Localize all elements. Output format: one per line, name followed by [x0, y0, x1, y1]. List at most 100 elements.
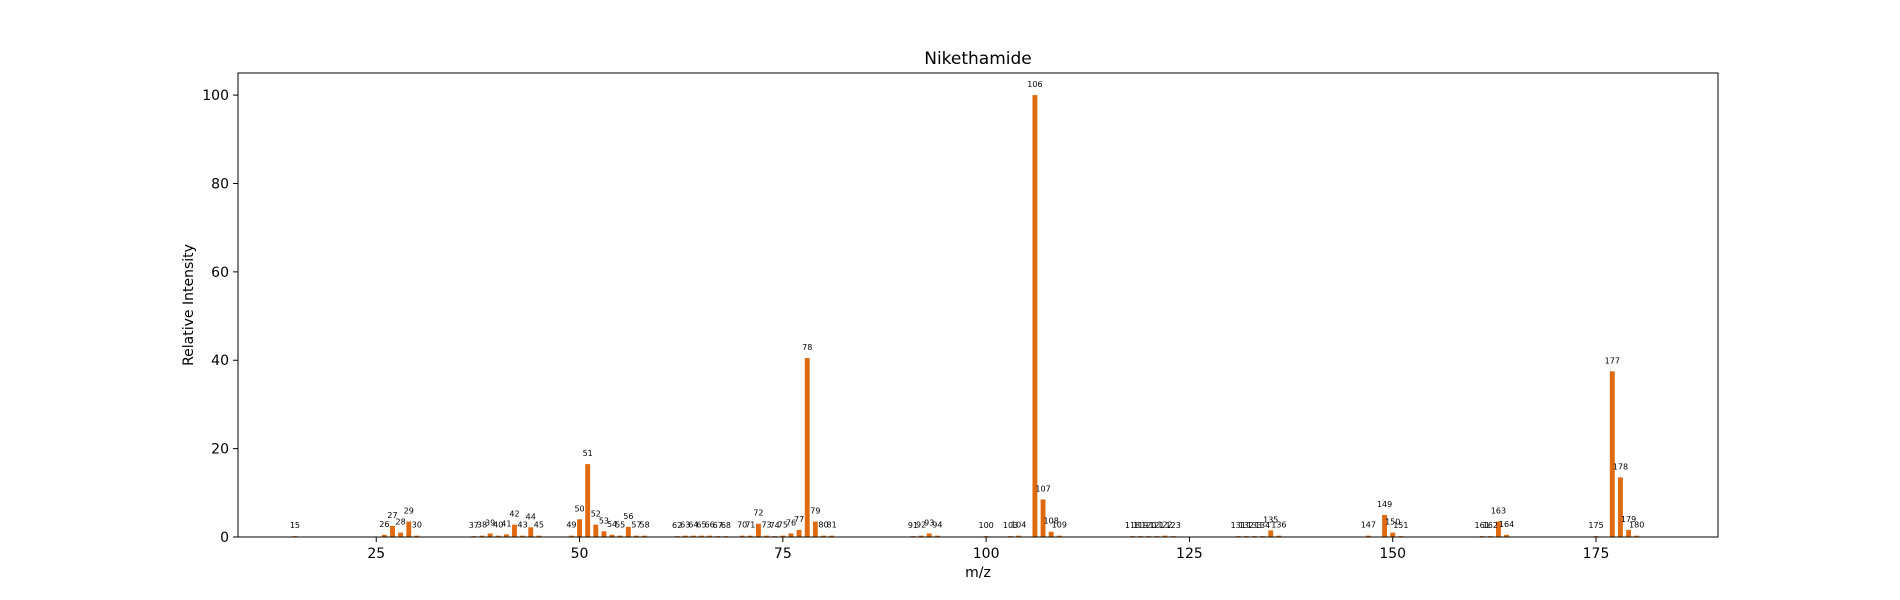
bar-mz-136 — [1276, 535, 1282, 537]
bar-mz-53 — [601, 531, 607, 537]
bar-mz-38 — [479, 535, 485, 537]
bar-label-mz-93: 93 — [924, 518, 934, 527]
bar-mz-122 — [1162, 535, 1168, 537]
bar-label-mz-52: 52 — [591, 510, 601, 519]
bar-label-mz-161: 161 — [1475, 521, 1490, 530]
bar-label-mz-58: 58 — [639, 521, 649, 530]
bar-label-mz-27: 27 — [387, 511, 397, 520]
bar-label-mz-79: 79 — [810, 507, 820, 516]
bar-label-mz-41: 41 — [501, 519, 511, 528]
bar-label-mz-103: 103 — [1003, 521, 1018, 530]
bar-mz-72 — [756, 523, 761, 537]
x-tick-label: 50 — [571, 546, 589, 562]
bar-label-mz-151: 151 — [1393, 521, 1408, 530]
bar-mz-39 — [487, 533, 493, 537]
bar-mz-79 — [812, 521, 818, 537]
bar-mz-40 — [495, 535, 501, 537]
bar-mz-78 — [804, 358, 810, 537]
bar-label-mz-15: 15 — [290, 521, 300, 530]
bar-label-mz-108: 108 — [1044, 517, 1059, 526]
bar-label-mz-70: 70 — [737, 521, 747, 530]
bar-label-mz-136: 136 — [1271, 521, 1286, 530]
bar-mz-64 — [690, 535, 696, 537]
bar-label-mz-109: 109 — [1052, 521, 1067, 530]
bar-label-mz-26: 26 — [379, 520, 389, 529]
bar-mz-135 — [1268, 530, 1274, 537]
bar-mz-108 — [1048, 531, 1054, 537]
bar-mz-76 — [788, 533, 794, 537]
plot-frame — [237, 72, 1719, 538]
bar-mz-109 — [1056, 535, 1062, 537]
bar-label-mz-67: 67 — [713, 521, 723, 530]
bar-mz-52 — [593, 524, 599, 537]
bar-label-mz-81: 81 — [827, 521, 837, 530]
bar-label-mz-68: 68 — [721, 521, 731, 530]
bar-label-mz-100: 100 — [978, 521, 993, 530]
bar-mz-65 — [699, 535, 704, 537]
bar-label-mz-177: 177 — [1605, 356, 1620, 365]
bar-label-mz-80: 80 — [818, 521, 828, 530]
x-axis-ticks: 25 50 75 100 125 150 175 — [367, 537, 1609, 562]
bar-label-mz-91: 91 — [908, 521, 918, 530]
bar-label-mz-62: 62 — [672, 521, 682, 530]
bar-label-mz-107: 107 — [1035, 484, 1050, 493]
bar-label-mz-63: 63 — [680, 521, 690, 530]
bar-label-mz-66: 66 — [705, 521, 715, 530]
y-tick-label: 20 — [211, 442, 229, 458]
bar-label-mz-77: 77 — [794, 515, 804, 524]
x-tick-label: 100 — [973, 546, 1000, 562]
bar-label-mz-29: 29 — [404, 507, 414, 516]
y-tick-label: 80 — [211, 176, 229, 192]
y-tick-label: 100 — [202, 88, 229, 104]
bar-label-mz-178: 178 — [1613, 462, 1628, 471]
bar-label-mz-162: 162 — [1483, 521, 1498, 530]
bar-label-mz-71: 71 — [745, 521, 755, 530]
bar-mz-42 — [512, 524, 517, 537]
bar-label-mz-133: 133 — [1247, 521, 1262, 530]
bar-label-mz-180: 180 — [1629, 521, 1644, 530]
bar-label-mz-147: 147 — [1361, 521, 1376, 530]
bar-mz-54 — [609, 534, 615, 537]
bar-mz-27 — [390, 525, 395, 537]
bar-mz-26 — [381, 534, 387, 537]
bar-mz-80 — [821, 535, 826, 537]
bar-label-mz-106: 106 — [1027, 80, 1042, 89]
bar-label-mz-37: 37 — [469, 521, 479, 530]
bar-label-mz-64: 64 — [688, 521, 698, 530]
y-axis-ticks: 0 20 40 60 80 100 — [202, 88, 238, 546]
bar-mz-66 — [707, 535, 713, 537]
bar-label-mz-134: 134 — [1255, 521, 1270, 530]
bar-label-mz-94: 94 — [932, 521, 942, 530]
bar-mz-178 — [1617, 477, 1623, 537]
bar-label-mz-53: 53 — [599, 516, 609, 525]
bar-mz-49 — [568, 535, 574, 537]
bar-mz-41 — [503, 534, 509, 537]
bar-mz-93 — [926, 533, 932, 537]
bar-label-mz-57: 57 — [631, 521, 641, 530]
y-tick-label: 0 — [220, 530, 229, 546]
x-tick-label: 125 — [1176, 546, 1203, 562]
bar-mz-94 — [934, 535, 940, 537]
bar-mz-75 — [780, 535, 786, 537]
bar-label-mz-135: 135 — [1263, 515, 1278, 524]
bar-mz-77 — [796, 529, 802, 537]
bar-label-mz-179: 179 — [1621, 515, 1636, 524]
bar-label-mz-75: 75 — [778, 521, 788, 530]
y-tick-label: 40 — [211, 353, 229, 369]
bar-mz-81 — [829, 535, 835, 537]
bar-mz-63 — [682, 535, 688, 537]
bar-label-mz-131: 131 — [1231, 521, 1246, 530]
bar-label-mz-65: 65 — [696, 521, 706, 530]
bar-label-mz-73: 73 — [761, 521, 771, 530]
x-tick-label: 175 — [1583, 546, 1610, 562]
x-tick-label: 75 — [774, 546, 792, 562]
x-tick-label: 150 — [1379, 546, 1406, 562]
bar-mz-73 — [764, 535, 770, 537]
bar-label-mz-42: 42 — [509, 510, 519, 519]
bar-label-mz-92: 92 — [916, 521, 926, 530]
bar-label-mz-163: 163 — [1491, 507, 1506, 516]
bar-mz-179 — [1626, 529, 1631, 537]
bar-mz-50 — [577, 519, 582, 537]
bar-label-mz-54: 54 — [607, 520, 617, 529]
